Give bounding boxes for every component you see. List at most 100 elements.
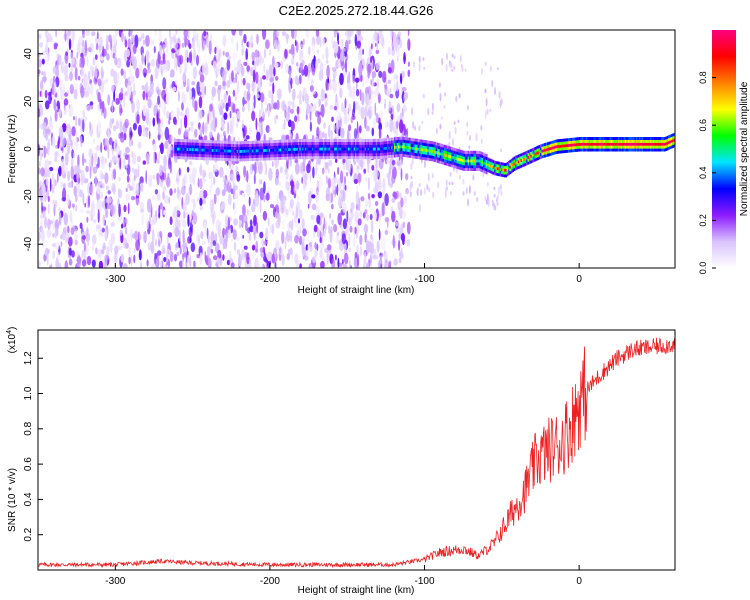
spectrogram-ridge-cell [257,154,260,158]
spectrogram-ridge-cell [417,153,420,157]
spectrogram-cell [55,257,59,268]
spectrogram-ridge-cell [289,145,292,149]
spectrogram-ridge-cell [355,141,357,145]
spectrogram-ridge-cell [256,149,258,153]
spectrogram-ridge-cell [570,146,573,150]
spectrogram-cell [116,145,121,152]
spectrogram-cell [224,214,229,226]
spectrogram-ridge-cell [367,144,370,148]
spectrogram-ridge-cell [246,141,249,144]
spectrogram-ridge-cell [334,144,336,148]
spectrogram-ridge-cell [355,147,357,151]
spectrogram-ridge-cell [652,137,655,140]
spectrogram-ridge-cell [277,145,279,149]
spectrogram-ridge-cell [325,156,328,160]
spectrogram-cell [67,182,73,188]
spectrogram-ridge-cell [264,146,267,149]
spectrogram-cell [81,235,87,240]
spectrogram-ridge-cell [341,141,343,145]
spectrogram-cell [337,212,343,225]
spectrogram-ridge-cell [400,150,403,154]
spectrogram-ridge-cell [304,147,307,151]
spectrogram-cell [443,104,446,109]
spectrogram-cell [423,159,426,169]
spectrogram-ridge-cell [559,139,562,142]
spectrogram-cell [233,241,237,252]
spectrogram-cell [76,46,79,53]
spectrogram-cell [107,94,111,106]
spectrogram-cell [362,212,366,219]
spectrogram-ridge-cell [530,160,533,164]
spectrogram-ridge-cell [412,149,414,153]
spectrogram-cell [241,49,245,56]
spectrogram-ridge-cell [252,140,254,144]
spectrogram-ridge-cell [399,139,402,143]
spectrogram-ridge-cell [250,158,253,161]
spectrogram-ridge-cell [655,148,658,152]
spectrogram-ridge-cell [471,168,474,171]
spectrogram-cell [55,30,57,38]
spectrogram-ridge-cell [225,155,228,159]
spectrogram-ridge-cell [403,151,406,155]
spectrogram-ridge-cell [387,149,389,153]
spectrogram-ridge-cell [627,137,630,140]
spectrogram-ridge-cell [467,153,470,157]
spectrogram-ridge-cell [252,143,254,147]
spectrogram-ridge-cell [332,138,335,142]
spectrogram-cell [154,66,159,80]
spectrogram-ridge-cell [417,147,420,151]
spectrogram-ridge-cell [510,170,513,174]
spectrogram-cell [323,226,326,240]
spectrogram-cell [341,233,347,245]
spectrogram-ridge-cell [345,138,347,142]
spectrogram-ridge-cell [451,152,453,156]
spectrogram-ridge-cell [178,144,180,148]
spectrogram-ridge-cell [246,152,249,156]
spectrogram-ridge-cell [275,145,278,149]
spectrogram-ridge-cell [265,140,268,144]
spectrogram-ridge-cell [462,156,464,160]
spectrogram-ridge-cell [178,141,180,145]
spectrogram-ridge-cell [349,144,352,148]
spectrogram-cell [54,156,58,163]
spectrogram-ridge-cell [243,146,246,150]
spectrogram-ridge-cell [207,151,210,155]
spectrogram-ridge-cell [364,153,367,157]
spectrogram-ridge-cell [617,142,620,146]
spectrogram-ridge-cell [252,157,254,161]
spectrogram-ridge-cell [181,150,183,154]
spectrogram-ridge-cell [228,158,231,161]
spectrogram-ridge-cell [672,133,674,137]
spectrogram-ridge-cell [185,142,187,146]
spectrogram-ridge-cell [388,155,391,158]
spectrogram-cell [398,239,401,251]
spectrogram-cell [333,224,338,233]
spectrogram-ridge-cell [207,140,210,144]
spectrogram-ridge-cell [318,153,321,157]
spectrogram-cell [308,46,311,56]
spectrogram-ridge-cell [210,157,212,161]
spectrogram-cell [181,102,184,111]
spectrogram-ridge-cell [428,149,431,153]
spectrogram-ridge-cell [592,148,595,152]
spectrogram-ridge-cell [320,141,322,145]
spectrogram-ridge-cell [570,140,573,144]
spectrogram-ridge-cell [452,147,455,151]
spectrogram-ridge-cell [357,156,360,160]
spectrogram-ridge-cell [215,157,218,161]
spectrogram-ridge-cell [425,148,428,152]
spectrogram-cell [166,234,169,245]
spectrogram-ridge-cell [498,161,501,165]
spectrogram-ridge-cell [186,150,189,154]
spectrogram-ridge-cell [469,162,471,166]
spectrogram-ridge-cell [335,144,338,148]
spectrogram-cell [453,121,456,125]
spectrogram-cell [377,240,380,253]
spectrogram-ridge-cell [474,150,477,154]
spectrogram-cell [152,117,156,127]
spectrogram-ridge-cell [476,159,478,163]
spectrogram-ridge-cell [398,154,400,157]
spectrogram-ridge-cell [268,143,271,146]
spectrogram-ridge-cell [647,142,649,146]
spectrogram-ridge-cell [228,140,231,144]
